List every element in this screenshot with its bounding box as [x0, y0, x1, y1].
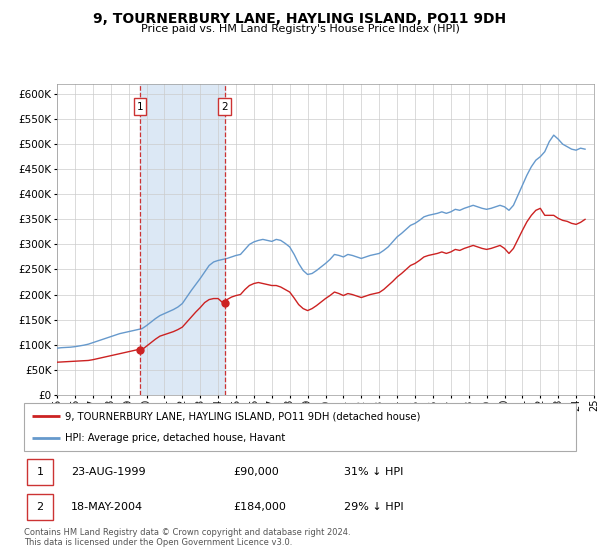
Text: 31% ↓ HPI: 31% ↓ HPI [344, 466, 404, 477]
Text: 1: 1 [37, 466, 44, 477]
Text: Contains HM Land Registry data © Crown copyright and database right 2024.: Contains HM Land Registry data © Crown c… [24, 528, 350, 536]
Text: 9, TOURNERBURY LANE, HAYLING ISLAND, PO11 9DH: 9, TOURNERBURY LANE, HAYLING ISLAND, PO1… [94, 12, 506, 26]
FancyBboxPatch shape [24, 403, 576, 451]
Text: 2: 2 [37, 502, 44, 512]
Text: HPI: Average price, detached house, Havant: HPI: Average price, detached house, Hava… [65, 433, 286, 443]
Text: 18-MAY-2004: 18-MAY-2004 [71, 502, 143, 512]
Text: £184,000: £184,000 [234, 502, 287, 512]
Text: 9, TOURNERBURY LANE, HAYLING ISLAND, PO11 9DH (detached house): 9, TOURNERBURY LANE, HAYLING ISLAND, PO1… [65, 411, 421, 421]
Text: This data is licensed under the Open Government Licence v3.0.: This data is licensed under the Open Gov… [24, 538, 292, 547]
Text: Price paid vs. HM Land Registry's House Price Index (HPI): Price paid vs. HM Land Registry's House … [140, 24, 460, 34]
FancyBboxPatch shape [27, 459, 53, 484]
Bar [140, 84, 225, 395]
Text: 2: 2 [221, 101, 228, 111]
Text: 29% ↓ HPI: 29% ↓ HPI [344, 502, 404, 512]
Text: 23-AUG-1999: 23-AUG-1999 [71, 466, 146, 477]
FancyBboxPatch shape [27, 494, 53, 520]
Text: £90,000: £90,000 [234, 466, 280, 477]
Text: 1: 1 [137, 101, 143, 111]
